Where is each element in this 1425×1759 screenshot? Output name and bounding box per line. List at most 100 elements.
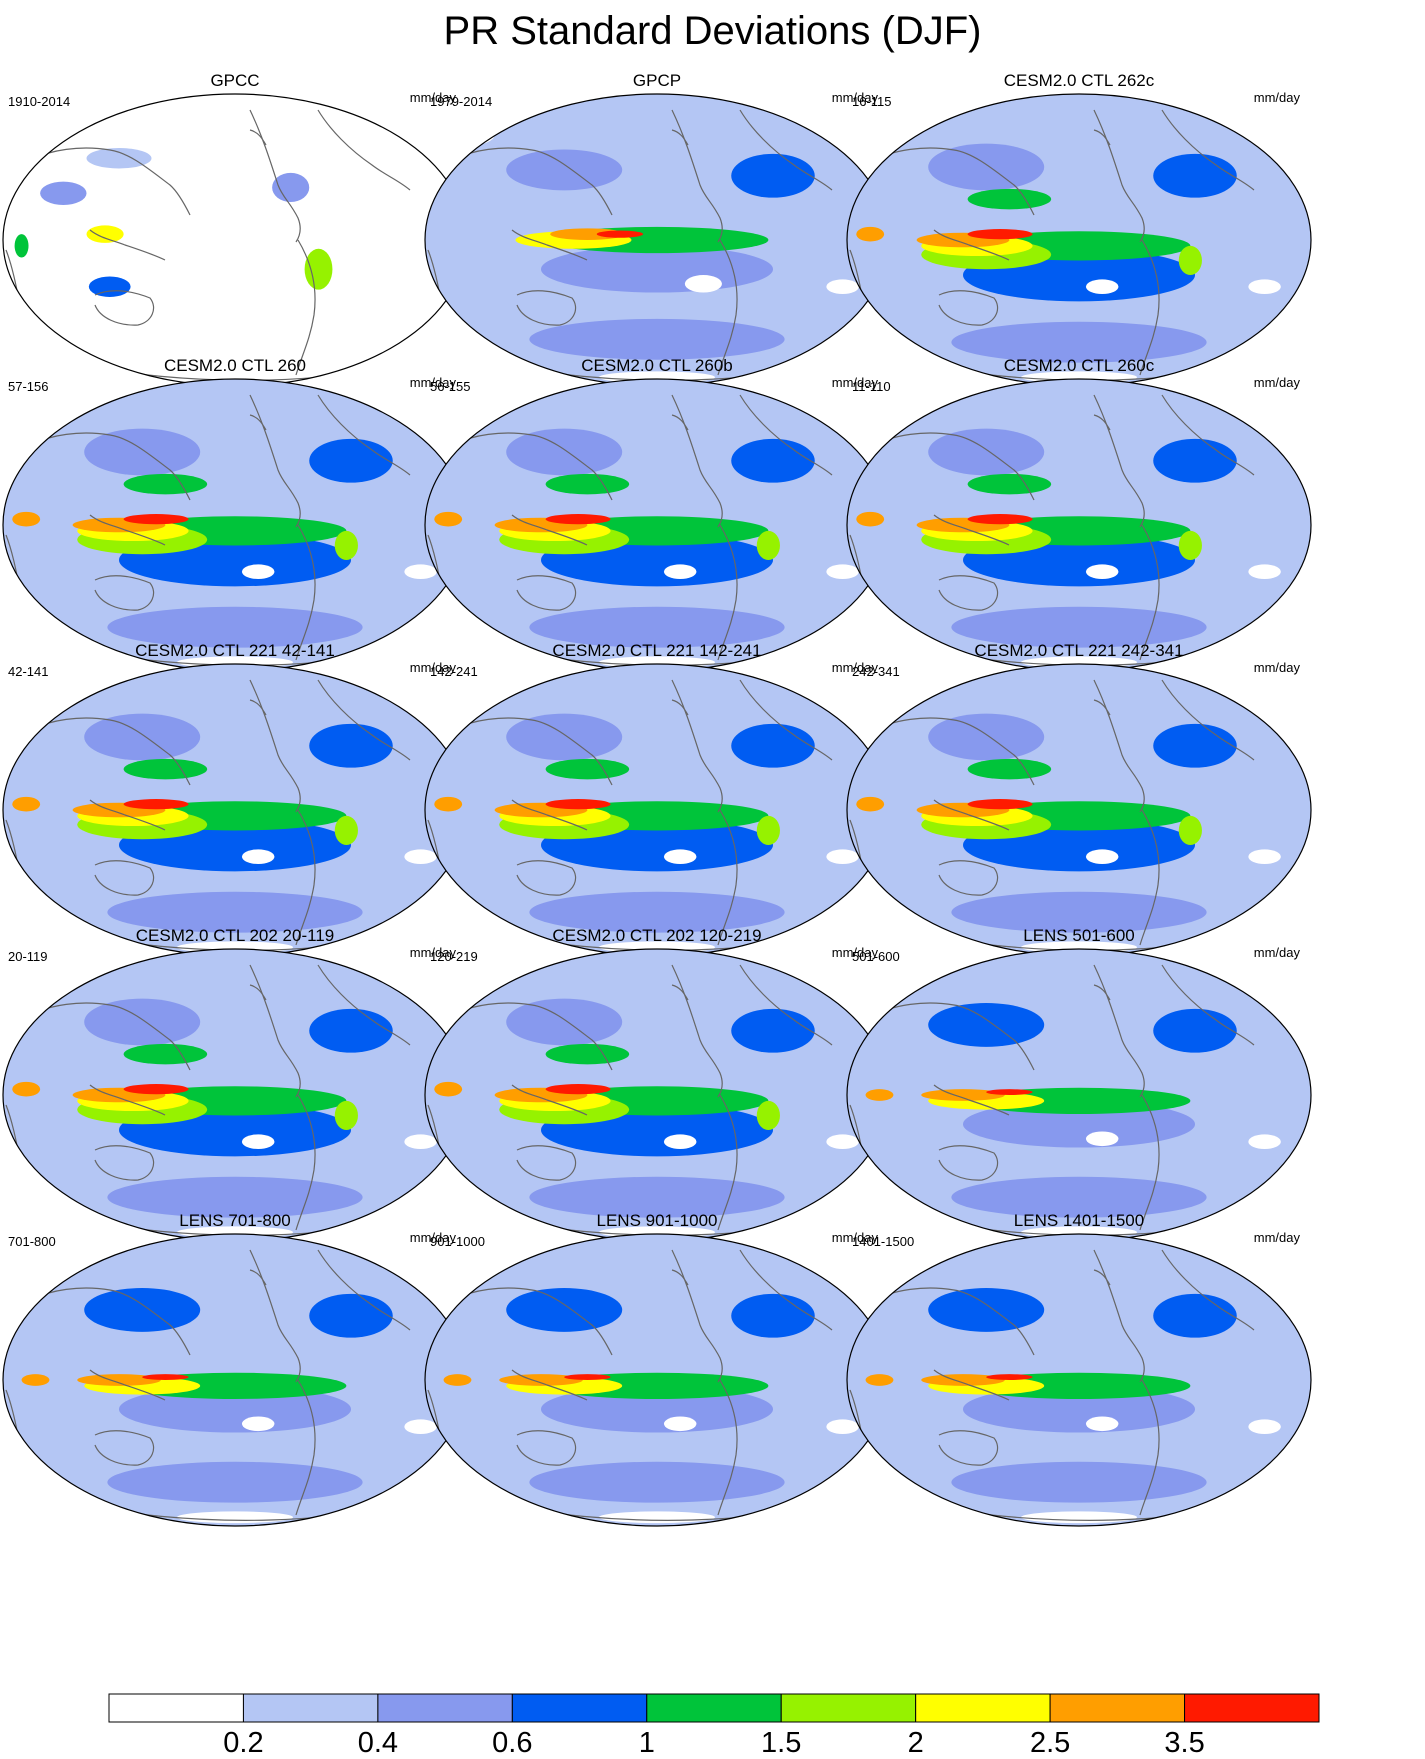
north-pacific-green xyxy=(967,473,1052,495)
map-panel: CESM2.0 CTL 260b 56-155 mm/day xyxy=(422,355,892,675)
colorbar-swatch xyxy=(1049,1693,1186,1723)
coastline-9 xyxy=(249,414,267,431)
south-america-green xyxy=(334,530,358,561)
southeast-atlantic-dry xyxy=(1248,1134,1281,1150)
map-projection xyxy=(424,663,890,957)
map-projection xyxy=(2,663,468,957)
coastline-9 xyxy=(1093,414,1111,431)
panel-title: CESM2.0 CTL 262c xyxy=(1003,71,1155,90)
southeast-atlantic-dry xyxy=(404,564,437,580)
coastline-1 xyxy=(249,1249,301,1383)
south-america-green xyxy=(756,815,780,846)
north-pacific-green xyxy=(967,188,1052,210)
coastline-5 xyxy=(511,799,588,831)
coastline-1 xyxy=(249,964,301,1098)
coastline-4 xyxy=(451,717,613,786)
coastline-2 xyxy=(295,1094,316,1231)
panel-title: CESM2.0 CTL 260b xyxy=(581,356,733,375)
panel-units: mm/day xyxy=(1253,945,1300,960)
coastline-5 xyxy=(933,1369,1010,1401)
pacific-red-core xyxy=(545,514,611,525)
south-pacific-band xyxy=(119,1385,351,1433)
pacific-red-core xyxy=(123,1084,189,1095)
panel-years: 501-600 xyxy=(852,949,900,964)
southern-ocean-band xyxy=(107,606,363,648)
arctic-dry-west xyxy=(7,402,73,426)
warm-pool-orange xyxy=(77,1374,161,1386)
pacific-red-core xyxy=(545,1084,611,1095)
panel-units: mm/day xyxy=(1253,660,1300,675)
indian-ocean-orange xyxy=(443,1374,472,1386)
colorbar-label: 1.5 xyxy=(761,1727,802,1759)
map-projection xyxy=(846,663,1312,957)
coastline-3 xyxy=(1161,109,1255,191)
coastline-3 xyxy=(317,109,411,191)
southeast-pacific-dry xyxy=(1085,1131,1119,1147)
coastline-6 xyxy=(938,860,999,896)
south-america-green xyxy=(1178,245,1202,276)
map-panel: LENS 901-1000 901-1000 mm/day xyxy=(422,1210,892,1530)
north-pacific-band xyxy=(506,149,623,191)
antarctica-dry xyxy=(177,1511,293,1524)
panel-units: mm/day xyxy=(831,660,878,675)
map-projection xyxy=(2,93,468,387)
north-pacific-band xyxy=(84,998,201,1046)
panel-title: CESM2.0 CTL 221 242-341 xyxy=(974,641,1184,660)
coastline-5 xyxy=(89,1084,166,1116)
pacific-red-core xyxy=(142,1374,189,1380)
coastline-6 xyxy=(94,575,155,611)
coastline-5 xyxy=(933,514,1010,546)
coastline-2 xyxy=(1139,239,1160,376)
coastline-1 xyxy=(671,109,723,243)
colorbar-label: 0.2 xyxy=(223,1727,264,1759)
coastline-3 xyxy=(317,964,411,1046)
colorbar-label: 0.6 xyxy=(492,1727,533,1759)
antarctica-dry xyxy=(1021,1511,1137,1524)
southern-ocean-band xyxy=(951,1461,1207,1503)
coastline-5 xyxy=(89,514,166,546)
panel-units: mm/day xyxy=(831,945,878,960)
panel-title: CESM2.0 CTL 221 42-141 xyxy=(135,641,335,660)
southeast-atlantic-dry xyxy=(404,1419,437,1435)
panel-title: LENS 501-600 xyxy=(1023,926,1135,945)
pacific-red-core xyxy=(986,1374,1033,1380)
panel-years: 901-1000 xyxy=(430,1234,485,1249)
coastline-2 xyxy=(295,524,316,661)
coastline-5 xyxy=(511,1084,588,1116)
coastline-3 xyxy=(739,1249,833,1331)
north-atlantic-band xyxy=(731,1293,815,1338)
southern-ocean-band xyxy=(951,321,1207,363)
coastline-2 xyxy=(1139,1379,1160,1516)
south-pacific-band xyxy=(541,1385,773,1433)
arctic-dry-west xyxy=(7,687,73,711)
southeast-atlantic-dry xyxy=(826,1134,859,1150)
panel-title: CESM2.0 CTL 202 120-219 xyxy=(552,926,762,945)
map-panel: CESM2.0 CTL 202 20-119 20-119 mm/day xyxy=(0,925,470,1245)
coastline-3 xyxy=(1161,394,1255,476)
colorbar-swatch xyxy=(242,1693,379,1723)
southern-ocean-band xyxy=(529,1176,785,1218)
coastline-6 xyxy=(938,1145,999,1181)
north-america-land xyxy=(272,172,310,203)
indian-ocean-orange xyxy=(865,1374,894,1386)
south-america-land xyxy=(304,248,333,290)
coastline-1 xyxy=(249,394,301,528)
arctic-dry-west xyxy=(851,972,917,996)
coastline-1 xyxy=(249,109,301,243)
coastline-4 xyxy=(29,147,191,216)
map-panel: CESM2.0 CTL 221 142-241 142-241 mm/day xyxy=(422,640,892,960)
north-atlantic-band xyxy=(309,1293,393,1338)
coastline-4 xyxy=(29,1287,191,1356)
north-pacific-band xyxy=(506,428,623,476)
north-pacific-band xyxy=(928,1003,1045,1047)
panel-years: 701-800 xyxy=(8,1234,56,1249)
panel-title: GPCC xyxy=(210,71,260,90)
north-pacific-band xyxy=(928,428,1045,476)
pacific-red-core xyxy=(123,514,189,525)
southeast-pacific-dry xyxy=(1085,279,1119,295)
maritime-continent-land xyxy=(86,225,124,243)
south-pacific-band xyxy=(963,1100,1195,1148)
coastline-1 xyxy=(1093,679,1145,813)
coastline-6 xyxy=(516,860,577,896)
panel-units: mm/day xyxy=(409,1230,456,1245)
